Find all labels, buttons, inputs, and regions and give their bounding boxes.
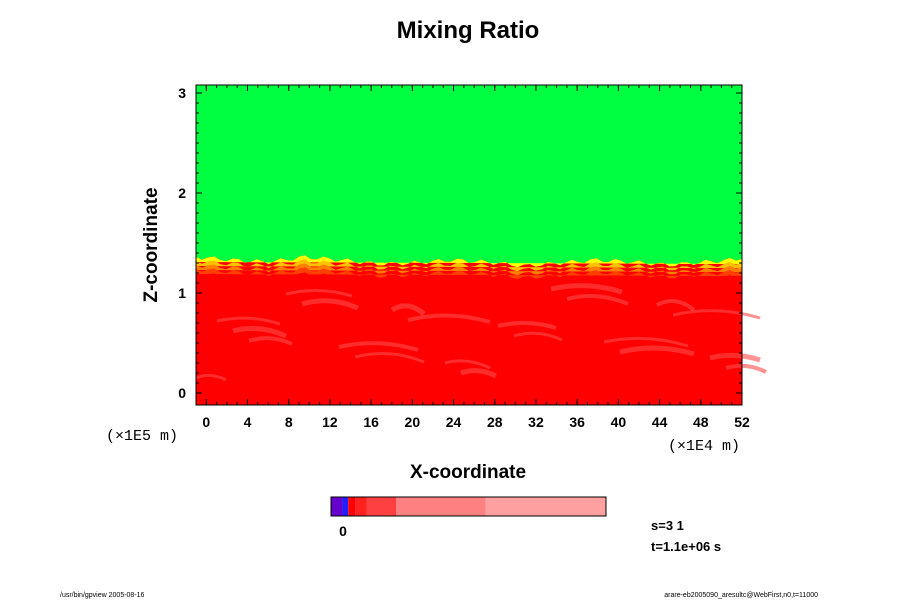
mixing-streak xyxy=(603,336,689,348)
mixing-streak xyxy=(550,283,623,295)
plot-frame xyxy=(195,84,743,406)
y-tick-marks xyxy=(196,92,742,394)
mixing-streak xyxy=(460,368,498,379)
mixing-streak xyxy=(444,359,491,370)
x-tick-label: 8 xyxy=(285,414,293,430)
x-tick-label: 40 xyxy=(611,414,627,430)
colorbar-frame xyxy=(330,496,607,517)
mixing-streak xyxy=(232,325,288,339)
y-unit-label: (×1E5 m) xyxy=(106,428,178,445)
mixing-streak xyxy=(709,352,761,363)
x-tick-label: 36 xyxy=(569,414,585,430)
colorbar-segment xyxy=(366,497,397,516)
mixing-streak xyxy=(656,299,696,312)
plot-area xyxy=(195,84,767,406)
x-tick-label: 32 xyxy=(528,414,544,430)
y-tick-label: 3 xyxy=(178,85,186,101)
mixing-streak xyxy=(725,363,767,374)
mixing-streak xyxy=(407,313,491,324)
mixing-streak xyxy=(285,288,353,298)
mixing-streak xyxy=(301,298,359,311)
step-label: s=3 1 xyxy=(651,518,684,533)
y-tick-label: 2 xyxy=(178,185,186,201)
x-tick-labels: 0 4 8 12 16 20 24 28 32 36 40 44 48 52 xyxy=(202,414,750,430)
x-tick-label: 4 xyxy=(244,414,252,430)
x-tick-marks xyxy=(205,85,743,405)
colorbar xyxy=(331,497,606,516)
colorbar-segment xyxy=(348,497,356,516)
colorbar-segment xyxy=(342,497,349,516)
mixing-streak xyxy=(216,316,281,326)
y-tick-label: 1 xyxy=(178,285,186,301)
y-tick-label: 0 xyxy=(178,385,186,401)
mixing-streak xyxy=(338,341,419,352)
colorbar-tick-label: 0 xyxy=(339,523,347,539)
colorbar-segment xyxy=(396,497,486,516)
mixing-streak xyxy=(248,336,293,346)
interface-bands xyxy=(196,255,742,405)
x-tick-label: 16 xyxy=(363,414,379,430)
mixing-streak xyxy=(672,309,761,320)
colorbar-segment xyxy=(485,497,606,516)
mixing-streak xyxy=(513,331,563,342)
x-tick-label: 52 xyxy=(734,414,750,430)
x-tick-label: 12 xyxy=(322,414,338,430)
x-axis-title: X-coordinate xyxy=(410,462,526,483)
x-tick-label: 48 xyxy=(693,414,709,430)
x-tick-label: 28 xyxy=(487,414,503,430)
x-tick-label: 24 xyxy=(446,414,462,430)
mixing-streak xyxy=(619,345,695,357)
time-label: t=1.1e+06 s xyxy=(651,539,721,554)
x-tick-label: 20 xyxy=(405,414,421,430)
chart-title: Mixing Ratio xyxy=(397,17,540,44)
mixing-streak xyxy=(195,373,227,382)
colorbar-segment xyxy=(355,497,367,516)
y-axis-title: Z-coordinate xyxy=(141,187,162,302)
mixing-streak xyxy=(390,303,426,316)
footer-left: /usr/bin/gpview 2005-08-16 xyxy=(60,592,145,599)
mixing-streak xyxy=(497,321,557,330)
y-tick-labels: 0 1 2 3 xyxy=(178,85,186,401)
footer-right: arare-eb2005090_aresultc@WebFirst,n0,t=1… xyxy=(664,592,818,599)
mixing-streaks xyxy=(195,283,767,382)
x-tick-label: 0 xyxy=(202,414,210,430)
x-unit-label: (×1E4 m) xyxy=(668,438,740,455)
mixing-streak xyxy=(566,293,629,306)
mixing-streak xyxy=(354,352,425,364)
lower-fill xyxy=(196,272,742,405)
colorbar-segment xyxy=(331,497,343,516)
x-tick-label: 44 xyxy=(652,414,668,430)
